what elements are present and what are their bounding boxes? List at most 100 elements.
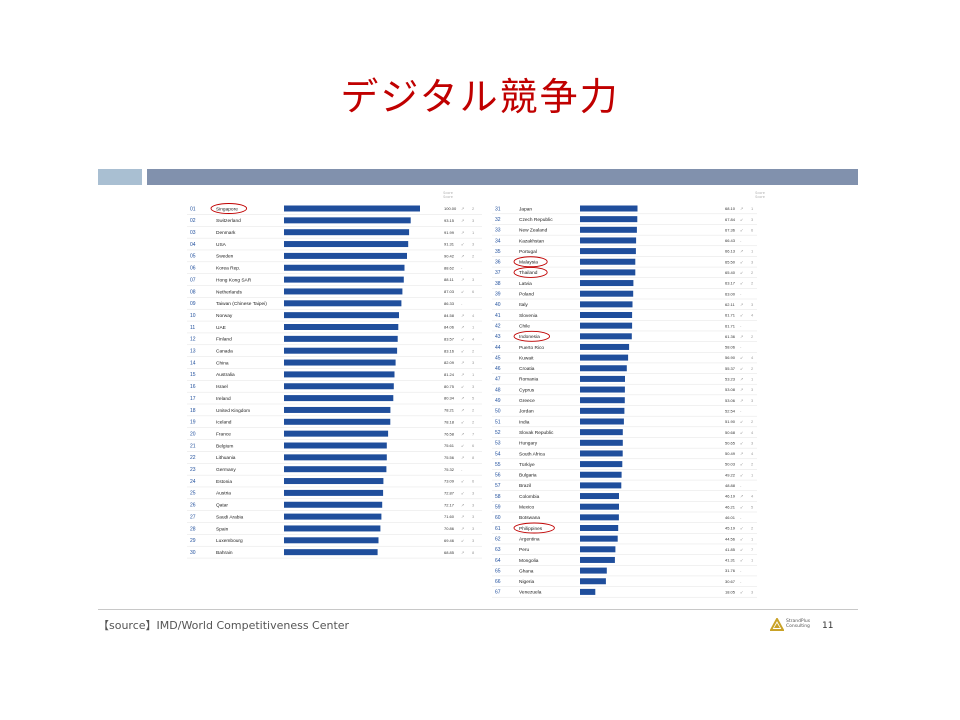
country-label: Greece bbox=[519, 398, 535, 404]
slide-title: デジタル競争力 bbox=[340, 75, 620, 119]
rank-label: 31 bbox=[495, 206, 501, 212]
score-bar bbox=[284, 347, 398, 354]
change-arrow: ↗ bbox=[740, 494, 743, 499]
country-label: Taiwan (Chinese Taipei) bbox=[216, 301, 267, 307]
score-bar bbox=[580, 301, 633, 308]
change-amount: 5 bbox=[751, 504, 754, 509]
country-label: Korea Rep. bbox=[216, 266, 240, 272]
country-label: Germany bbox=[216, 467, 236, 473]
rank-label: 43 bbox=[495, 334, 501, 340]
score-bar bbox=[284, 466, 387, 473]
change-arrow: ↙ bbox=[740, 217, 743, 222]
score-value: 76.58 bbox=[444, 431, 455, 436]
rank-label: 05 bbox=[190, 254, 196, 260]
country-label: Sweden bbox=[216, 254, 234, 260]
rank-label: 54 bbox=[495, 451, 501, 457]
change-arrow: - bbox=[740, 515, 742, 520]
score-value: 53.08 bbox=[725, 387, 736, 392]
rank-label: 04 bbox=[190, 242, 196, 248]
change-amount: 2 bbox=[751, 419, 754, 424]
change-amount: 3 bbox=[472, 384, 475, 389]
score-value: 91.99 bbox=[444, 230, 455, 235]
rank-label: 18 bbox=[190, 408, 196, 414]
change-arrow: ↗ bbox=[740, 451, 743, 456]
change-arrow: ↙ bbox=[461, 336, 464, 341]
change-arrow: ↙ bbox=[740, 462, 743, 467]
change-amount: 3 bbox=[751, 217, 754, 222]
rank-label: 16 bbox=[190, 384, 196, 390]
company-logo-text: StrandPlus Consulting bbox=[786, 619, 810, 629]
change-arrow: ↙ bbox=[740, 590, 743, 595]
score-bar bbox=[580, 525, 619, 531]
rank-label: 12 bbox=[190, 337, 196, 343]
change-arrow: ↙ bbox=[740, 313, 743, 318]
change-amount: 3 bbox=[751, 259, 754, 264]
country-label: Argentina bbox=[519, 536, 540, 542]
score-value: 83.57 bbox=[444, 336, 455, 341]
score-value: 80.75 bbox=[444, 384, 455, 389]
rank-label: 45 bbox=[495, 355, 501, 361]
country-label: Mongolia bbox=[519, 558, 539, 564]
rank-label: 64 bbox=[495, 558, 501, 564]
score-value: 49.22 bbox=[725, 472, 736, 477]
score-bar bbox=[284, 335, 398, 342]
change-arrow: ↙ bbox=[740, 536, 743, 541]
rank-label: 13 bbox=[190, 349, 196, 355]
rank-label: 42 bbox=[495, 323, 501, 329]
change-arrow: ↗ bbox=[461, 254, 464, 259]
score-value: 50.65 bbox=[725, 440, 736, 445]
rank-label: 62 bbox=[495, 536, 501, 542]
score-bar bbox=[580, 312, 633, 318]
change-arrow: ↗ bbox=[740, 302, 743, 307]
score-bar bbox=[284, 359, 396, 366]
score-bar bbox=[284, 478, 384, 485]
country-label: Mexico bbox=[519, 505, 535, 511]
change-arrow: ↗ bbox=[461, 360, 464, 365]
score-bar bbox=[580, 588, 596, 595]
change-amount: 3 bbox=[472, 491, 475, 496]
score-value: 50.03 bbox=[725, 462, 736, 467]
country-label: Puerto Rico bbox=[519, 345, 544, 351]
score-value: 50.49 bbox=[725, 451, 736, 456]
score-column-header-left: Score Score bbox=[433, 191, 463, 199]
change-arrow: ↗ bbox=[461, 230, 464, 235]
rank-label: 48 bbox=[495, 387, 501, 393]
score-bar bbox=[284, 217, 411, 224]
change-arrow: ↗ bbox=[740, 398, 743, 403]
rank-label: 53 bbox=[495, 441, 501, 447]
change-amount: 1 bbox=[751, 472, 754, 477]
score-value: 66.43 bbox=[725, 238, 736, 243]
change-amount: 2 bbox=[472, 348, 475, 353]
change-arrow: ↙ bbox=[461, 348, 464, 353]
rank-label: 26 bbox=[190, 503, 196, 509]
rank-label: 29 bbox=[190, 538, 196, 544]
score-value: 93.15 bbox=[444, 218, 455, 223]
score-value: 61.36 bbox=[725, 334, 736, 339]
score-bar bbox=[580, 269, 636, 276]
score-value: 83.16 bbox=[444, 348, 455, 353]
change-arrow: ↙ bbox=[740, 259, 743, 264]
change-arrow: ↗ bbox=[461, 313, 464, 318]
country-label: China bbox=[216, 360, 229, 366]
change-arrow: ↗ bbox=[461, 514, 464, 519]
country-label: Slovenia bbox=[519, 313, 538, 319]
country-label: Netherlands bbox=[216, 289, 242, 295]
score-value: 67.84 bbox=[725, 217, 736, 222]
country-label: New Zealand bbox=[519, 228, 548, 234]
country-label: Latvia bbox=[519, 281, 532, 287]
score-bar bbox=[284, 371, 395, 378]
rank-label: 61 bbox=[495, 526, 501, 532]
score-value: 75.56 bbox=[444, 455, 455, 460]
score-header-text-right: Score bbox=[755, 191, 765, 195]
country-label: France bbox=[216, 431, 231, 437]
score-value: 62.11 bbox=[725, 302, 735, 307]
change-arrow: ↙ bbox=[740, 419, 743, 424]
score-value: 82.09 bbox=[444, 360, 455, 365]
rank-label: 37 bbox=[495, 270, 501, 276]
rank-label: 11 bbox=[190, 325, 195, 331]
change-arrow: ↗ bbox=[740, 249, 743, 254]
page-number: 11 bbox=[822, 621, 834, 631]
score-bar bbox=[580, 322, 633, 329]
change-amount: 3 bbox=[751, 590, 754, 595]
score-bar bbox=[284, 252, 407, 259]
